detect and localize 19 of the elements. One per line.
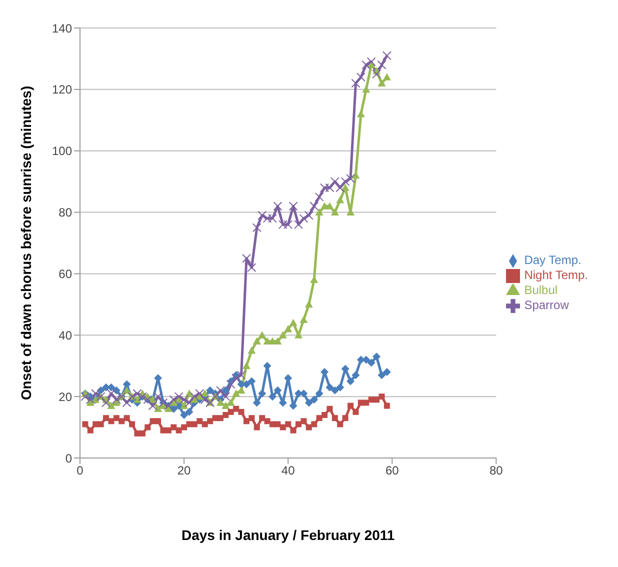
x-axis-title: Days in January / February 2011: [181, 527, 395, 543]
y-tick-label: 80: [58, 206, 72, 220]
x-tick-label: 0: [76, 464, 84, 478]
y-tick-label: 20: [58, 390, 72, 404]
y-tick-label: 100: [52, 144, 72, 158]
y-tick-label: 40: [58, 328, 72, 342]
y-tick-label: 60: [58, 266, 72, 281]
y-tick-label: 140: [52, 21, 72, 36]
legend-label: Day Temp.: [524, 253, 582, 268]
legend-label: Bulbul: [524, 283, 558, 297]
y-tick-label: 0: [65, 451, 72, 466]
legend-label: Sparrow: [524, 298, 569, 312]
y-tick-label: 120: [52, 82, 72, 97]
x-tick-label: 40: [281, 464, 296, 478]
x-tick-label: 60: [385, 464, 400, 478]
y-axis-title: Onset of dawn chorus before sunrise (minutes): [18, 86, 34, 400]
x-tick-label: 20: [177, 464, 192, 478]
legend-label: Night Temp.: [524, 268, 588, 282]
x-tick-label: 80: [490, 464, 504, 478]
